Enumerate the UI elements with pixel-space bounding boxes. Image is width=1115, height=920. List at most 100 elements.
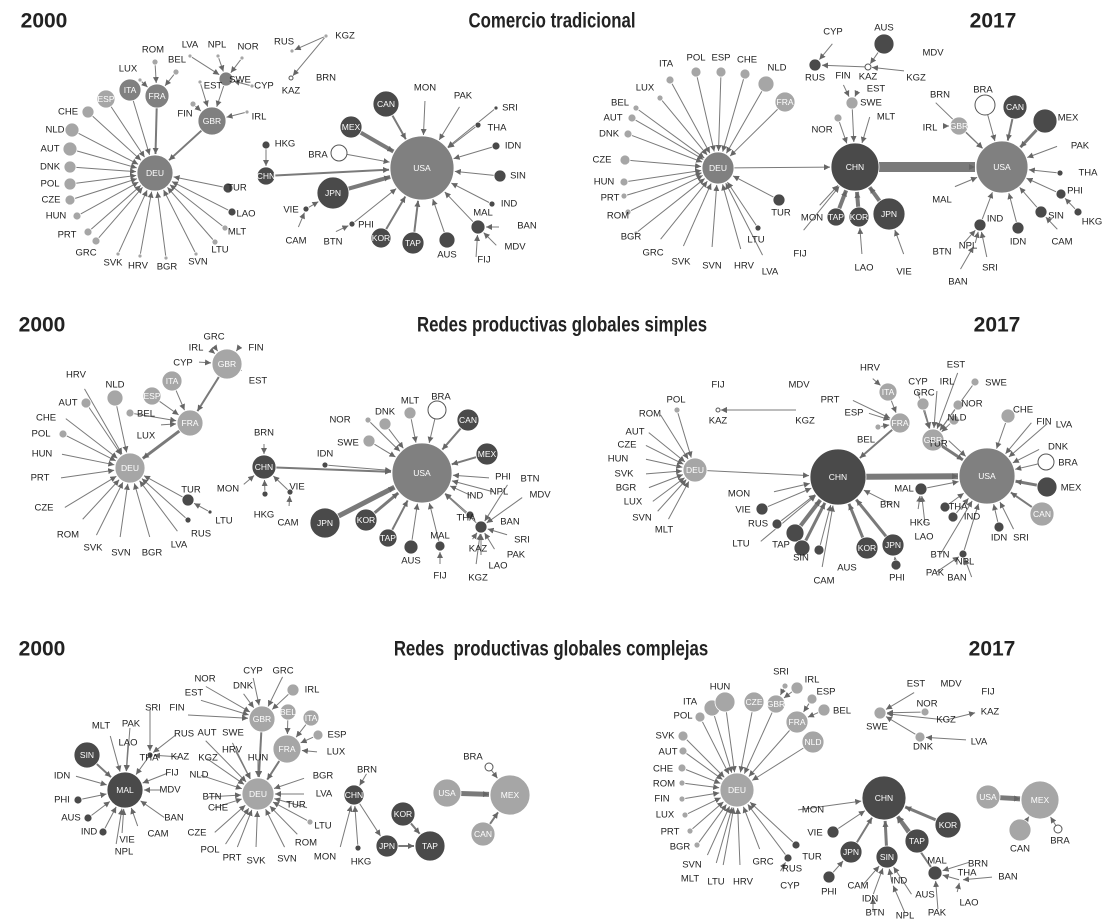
node-label: SWE	[985, 378, 1007, 389]
start-year: 2000	[21, 10, 68, 33]
edge	[346, 153, 390, 165]
node-label: FIJ	[793, 249, 806, 260]
node	[934, 811, 962, 839]
node	[624, 208, 632, 216]
edge	[722, 807, 736, 866]
node-label: USA	[979, 792, 997, 802]
node	[184, 516, 192, 524]
node	[826, 207, 846, 227]
node-label: KAZ	[859, 72, 878, 83]
node-label: BRA	[1050, 836, 1070, 847]
node-label: CYP	[254, 81, 274, 92]
edge	[942, 861, 970, 872]
node-label: KAZ	[469, 544, 488, 555]
edge	[265, 808, 286, 848]
node	[434, 540, 446, 552]
node	[339, 115, 363, 139]
node-label: AUT	[59, 398, 78, 409]
edge	[701, 721, 730, 775]
edge	[236, 809, 253, 848]
node-label: GBR	[767, 699, 785, 709]
edge	[388, 428, 404, 449]
node	[289, 48, 295, 54]
node-label: SVK	[614, 469, 634, 480]
node-label: LVA	[182, 40, 199, 51]
section-title: Redes productivas globales simples	[417, 314, 707, 337]
node-label: BGR	[313, 771, 334, 782]
node-label: FIN	[835, 71, 850, 82]
node	[677, 763, 687, 773]
node	[146, 751, 154, 759]
edge	[232, 742, 251, 780]
node-label: IND	[964, 512, 981, 523]
node-label: MLT	[92, 721, 110, 732]
node	[939, 501, 951, 513]
node-label: BRN	[316, 73, 336, 84]
node-label: GBR	[950, 121, 968, 131]
node-label: GRC	[272, 666, 293, 677]
node-label: SWE	[337, 438, 359, 449]
edge	[645, 444, 684, 465]
node-label: BEL	[857, 435, 875, 446]
node	[682, 457, 708, 483]
edge	[964, 558, 973, 578]
node-label: LUX	[624, 497, 643, 508]
node-label: TUR	[286, 800, 306, 811]
edge	[164, 74, 175, 87]
node-label: KOR	[372, 233, 390, 243]
node-label: CHN	[846, 162, 864, 172]
node-label: MEX	[478, 449, 497, 459]
node-label: FRA	[892, 418, 909, 428]
node	[125, 408, 135, 418]
node-label: TUR	[802, 852, 822, 863]
node-label: LUX	[137, 431, 156, 442]
node	[864, 63, 872, 71]
node-label: TAP	[380, 533, 396, 543]
edge	[420, 100, 427, 136]
node-label: ITA	[305, 713, 318, 723]
node-label: CHE	[208, 803, 228, 814]
node-label: THA	[140, 753, 160, 764]
edge	[992, 504, 999, 523]
node	[323, 33, 329, 39]
edge	[159, 400, 179, 416]
node-label: KGZ	[335, 31, 355, 42]
node-label: LUX	[656, 810, 675, 821]
node-label: POL	[673, 711, 692, 722]
node-label: BAN	[947, 573, 967, 584]
edge	[743, 711, 773, 774]
node-label: BRA	[463, 752, 483, 763]
edge	[168, 129, 203, 161]
edge	[169, 184, 223, 227]
node-label: CHE	[36, 413, 56, 424]
node-label: IND	[467, 491, 484, 502]
node-label: MLT	[681, 874, 699, 885]
edge	[760, 495, 817, 542]
edge	[327, 464, 392, 473]
edge	[171, 181, 229, 211]
node-label: TUR	[181, 485, 201, 496]
node-label: LVA	[1056, 420, 1073, 431]
node-label: ROM	[142, 45, 164, 56]
edge	[880, 423, 890, 429]
node-label: BRA	[1058, 458, 1078, 469]
node-label: MAL	[430, 531, 450, 542]
node	[975, 784, 1001, 810]
edge	[226, 112, 246, 119]
node-label: PAK	[1071, 141, 1090, 152]
node	[755, 502, 769, 516]
node-label: VIE	[807, 828, 822, 839]
node	[81, 105, 95, 119]
node-label: CAN	[474, 829, 492, 839]
edge	[294, 36, 325, 51]
node-label: LAO	[488, 561, 507, 572]
node-label: MDV	[940, 679, 962, 690]
node	[916, 397, 930, 411]
node-label: PHI	[495, 472, 511, 483]
node-label: THA	[949, 502, 969, 513]
node-label: USA	[993, 162, 1011, 172]
node-label: LTU	[215, 516, 232, 527]
node-label: KOR	[858, 543, 876, 553]
node-label: MLT	[228, 227, 246, 238]
node-label: HUN	[608, 454, 629, 465]
